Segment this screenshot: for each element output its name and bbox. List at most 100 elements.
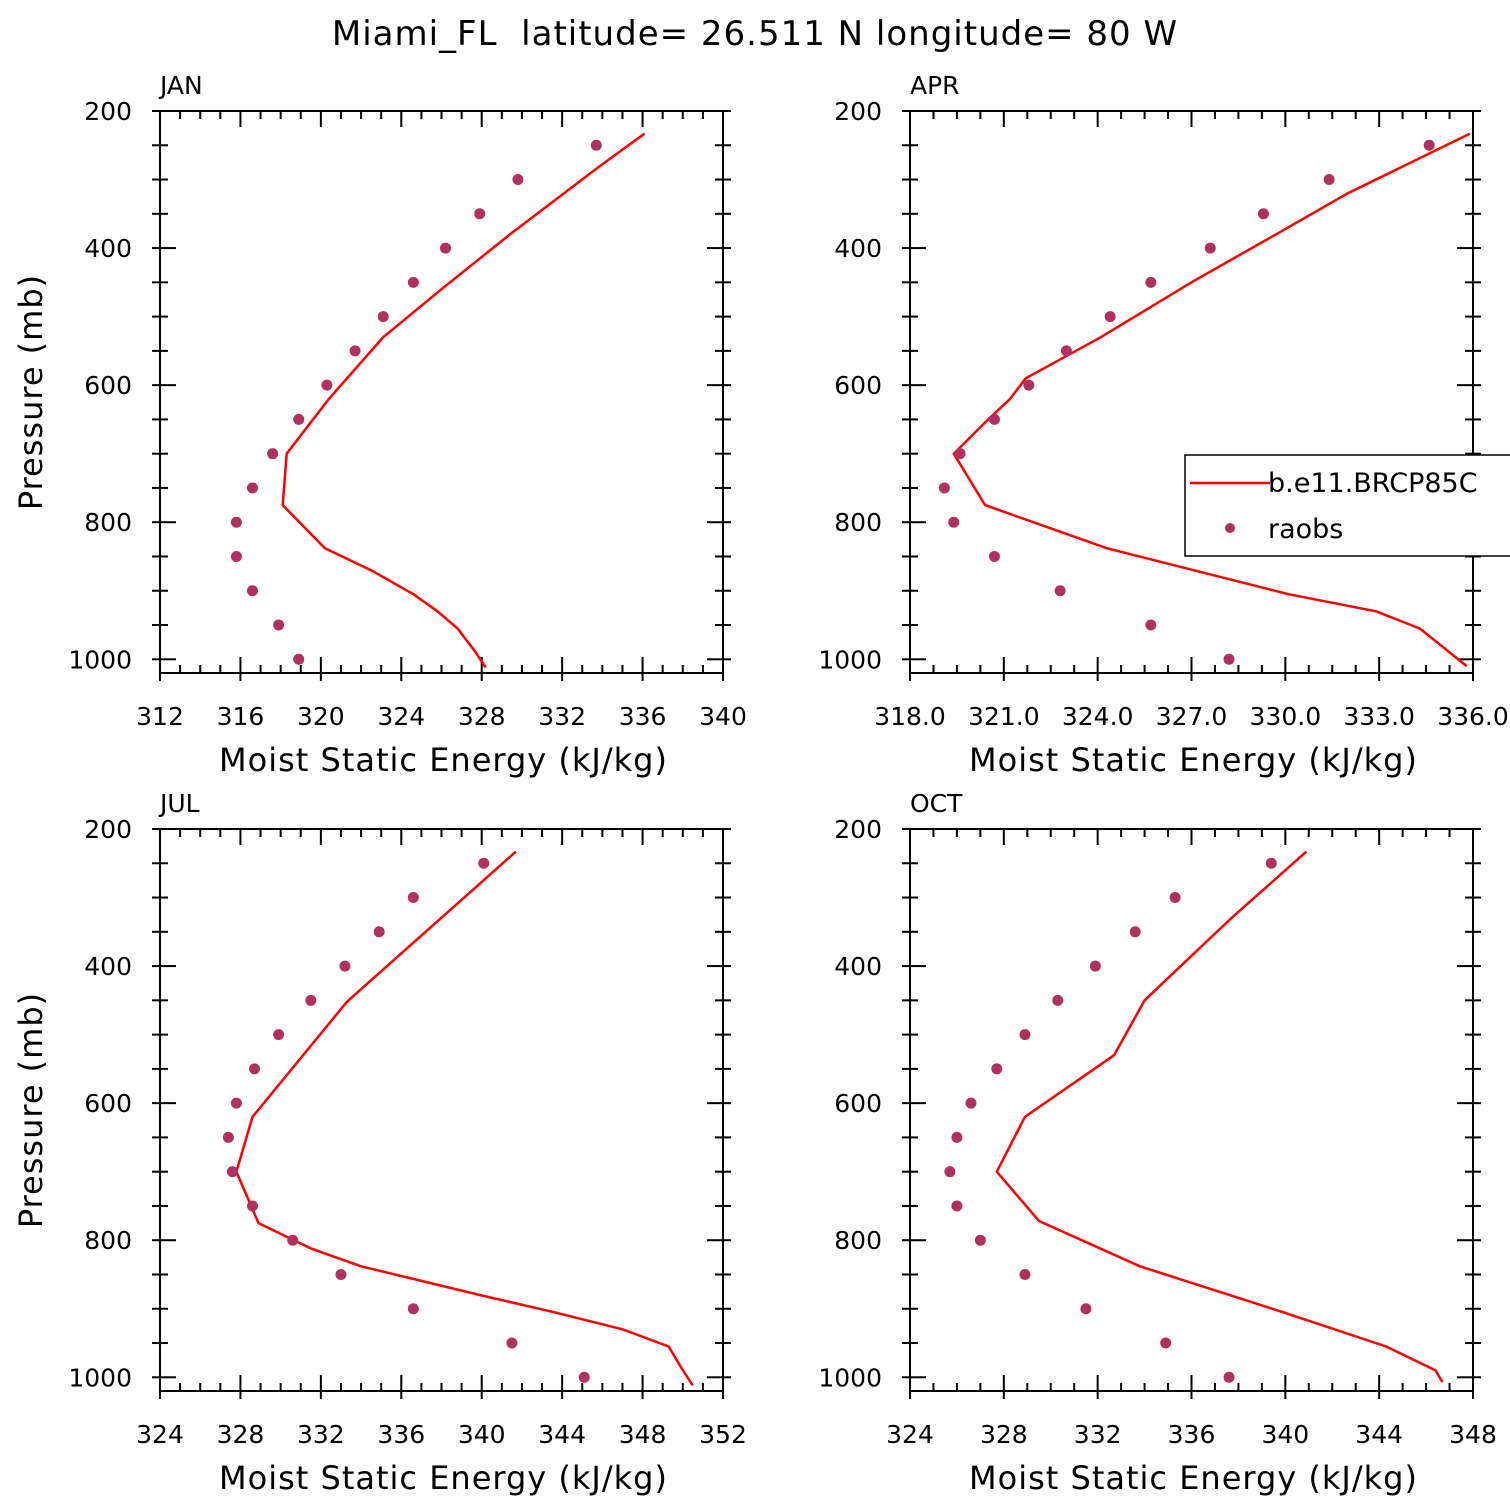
raobs-point xyxy=(478,857,490,869)
legend-raobs-label: raobs xyxy=(1268,514,1343,545)
panel-label: JUL xyxy=(158,789,200,818)
x-tick-label: 332 xyxy=(297,1420,345,1449)
x-tick-label: 336 xyxy=(619,702,667,731)
raobs-point xyxy=(1060,345,1072,357)
y-tick-label: 1000 xyxy=(818,1363,882,1392)
raobs-point xyxy=(1019,1268,1031,1280)
raobs-point xyxy=(293,653,305,665)
raobs-point xyxy=(1423,139,1435,151)
y-tick-label: 400 xyxy=(84,234,132,263)
raobs-point xyxy=(230,1097,242,1109)
raobs-point xyxy=(230,516,242,528)
raobs-point xyxy=(1169,892,1181,904)
raobs-point xyxy=(249,1063,261,1075)
raobs-point xyxy=(1257,208,1269,220)
raobs-point xyxy=(590,139,602,151)
legend-raobs-swatch xyxy=(1225,523,1235,533)
raobs-point xyxy=(305,994,317,1006)
raobs-point xyxy=(944,1166,956,1178)
x-tick-label: 344 xyxy=(538,1420,586,1449)
y-tick-label: 400 xyxy=(834,234,882,263)
raobs-point xyxy=(512,174,524,186)
raobs-point xyxy=(230,550,242,562)
raobs-point xyxy=(974,1234,986,1246)
raobs-point xyxy=(321,379,333,391)
raobs-point xyxy=(293,413,305,425)
y-tick-label: 1000 xyxy=(68,645,132,674)
x-axis-label: Moist Static Energy (kJ/kg) xyxy=(969,1459,1418,1497)
raobs-point xyxy=(1054,585,1066,597)
raobs-point xyxy=(339,960,351,972)
x-tick-label: 328 xyxy=(980,1420,1028,1449)
x-tick-label: 316 xyxy=(217,702,265,731)
x-tick-label: 312 xyxy=(136,702,184,731)
raobs-point xyxy=(1223,653,1235,665)
x-tick-label: 340 xyxy=(1261,1420,1309,1449)
raobs-point xyxy=(246,482,258,494)
raobs-point xyxy=(991,1063,1003,1075)
y-axis-label: Pressure (mb) xyxy=(12,274,50,510)
y-tick-label: 800 xyxy=(834,508,882,537)
x-axis-label: Moist Static Energy (kJ/kg) xyxy=(219,1459,668,1497)
y-tick-label: 800 xyxy=(84,508,132,537)
model-line xyxy=(995,850,1444,1383)
figure-title: Miami_FL latitude= 26.511 N longitude= 8… xyxy=(332,14,1178,54)
x-tick-label: 327.0 xyxy=(1156,702,1228,731)
y-axis-label: Pressure (mb) xyxy=(12,992,50,1228)
y-tick-label: 200 xyxy=(84,815,132,844)
panel-label: APR xyxy=(910,71,960,100)
raobs-point xyxy=(474,208,486,220)
raobs-point xyxy=(988,550,1000,562)
raobs-point xyxy=(1089,960,1101,972)
raobs-point xyxy=(1323,174,1335,186)
x-axis-label: Moist Static Energy (kJ/kg) xyxy=(219,741,668,779)
x-tick-label: 340 xyxy=(699,702,747,731)
panel-apr: 200 400 600 800 1000 318.0 321.0 324.0 327.0 330.… xyxy=(818,71,1508,779)
x-tick-label: 324 xyxy=(886,1420,934,1449)
y-tick-label: 400 xyxy=(84,952,132,981)
model-line xyxy=(281,132,646,669)
x-axis-label: Moist Static Energy (kJ/kg) xyxy=(969,741,1418,779)
raobs-point xyxy=(440,242,452,254)
raobs-point xyxy=(407,892,419,904)
model-line xyxy=(952,132,1471,668)
legend-box xyxy=(1184,454,1510,557)
x-tick-label: 336 xyxy=(377,1420,425,1449)
raobs-point xyxy=(246,1200,258,1212)
raobs-point xyxy=(1145,276,1157,288)
legend: b.e11.BRCP85C raobs xyxy=(1184,454,1510,557)
y-tick-label: 1000 xyxy=(68,1363,132,1392)
x-tick-label: 320 xyxy=(297,702,345,731)
raobs-point xyxy=(407,1303,419,1315)
raobs-point xyxy=(273,619,285,631)
raobs-point xyxy=(1019,1029,1031,1041)
x-tick-label: 336.0 xyxy=(1437,702,1509,731)
raobs-point xyxy=(1145,619,1157,631)
y-tick-label: 400 xyxy=(834,952,882,981)
y-tick-label: 800 xyxy=(834,1226,882,1255)
raobs-point xyxy=(938,482,950,494)
x-tick-label: 318.0 xyxy=(874,702,946,731)
panel-label: JAN xyxy=(158,71,203,100)
x-tick-label: 328 xyxy=(458,702,506,731)
y-tick-label: 1000 xyxy=(818,645,882,674)
raobs-point xyxy=(373,926,385,938)
y-tick-label: 600 xyxy=(84,371,132,400)
y-tick-label: 200 xyxy=(84,97,132,126)
raobs-point xyxy=(226,1166,238,1178)
raobs-point xyxy=(1052,994,1064,1006)
raobs-point xyxy=(267,448,279,460)
x-tick-label: 336 xyxy=(1168,1420,1216,1449)
x-tick-label: 344 xyxy=(1355,1420,1403,1449)
x-tick-label: 348 xyxy=(619,1420,667,1449)
y-tick-label: 600 xyxy=(834,371,882,400)
raobs-point xyxy=(948,516,960,528)
y-tick-label: 800 xyxy=(84,1226,132,1255)
x-tick-label: 324.0 xyxy=(1062,702,1134,731)
panel-label: OCT xyxy=(910,789,963,818)
raobs-point xyxy=(578,1371,590,1383)
raobs-point xyxy=(951,1200,963,1212)
model-line xyxy=(235,850,694,1387)
raobs-point xyxy=(1223,1371,1235,1383)
